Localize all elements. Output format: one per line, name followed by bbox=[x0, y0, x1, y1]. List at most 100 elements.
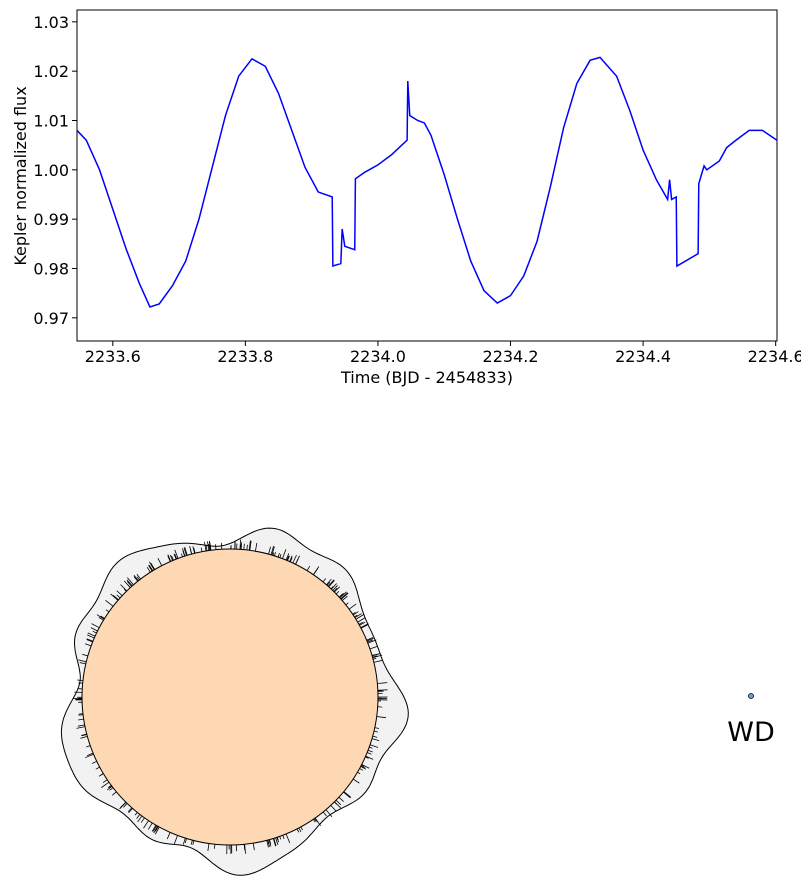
x-tick-label: 2234.4 bbox=[615, 347, 671, 366]
surface-tick bbox=[272, 552, 275, 556]
surface-tick bbox=[357, 771, 361, 775]
surface-tick bbox=[359, 621, 366, 626]
surface-tick bbox=[340, 592, 348, 600]
surface-tick bbox=[367, 752, 372, 755]
surface-tick bbox=[266, 840, 269, 848]
surface-tick bbox=[81, 734, 87, 737]
surface-tick bbox=[372, 654, 383, 659]
surface-tick bbox=[354, 614, 358, 618]
surface-tick bbox=[136, 814, 141, 819]
surface-tick bbox=[271, 546, 275, 556]
surface-tick bbox=[101, 781, 110, 788]
surface-tick bbox=[248, 540, 251, 551]
surface-tick bbox=[100, 773, 104, 776]
surface-tick bbox=[355, 614, 365, 620]
surface-tick bbox=[285, 833, 291, 844]
surface-tick bbox=[207, 541, 210, 551]
surface-tick bbox=[109, 787, 114, 791]
surface-tick bbox=[127, 577, 134, 586]
surface-tick bbox=[246, 544, 248, 551]
surface-tick bbox=[215, 544, 217, 550]
surface-tick bbox=[367, 749, 373, 753]
surface-tick bbox=[367, 639, 373, 643]
surface-tick bbox=[182, 837, 186, 845]
surface-tick bbox=[111, 791, 117, 796]
surface-tick bbox=[348, 603, 357, 610]
surface-tick bbox=[243, 844, 246, 851]
x-tick-label: 2234.6 bbox=[748, 347, 801, 366]
surface-tick bbox=[330, 586, 334, 590]
binary-diagram bbox=[60, 527, 409, 876]
surface-tick bbox=[173, 553, 177, 560]
surface-tick bbox=[148, 564, 153, 572]
surface-tick bbox=[123, 803, 128, 808]
surface-tick bbox=[274, 552, 276, 556]
surface-tick bbox=[181, 553, 183, 557]
surface-tick bbox=[373, 730, 378, 733]
surface-tick bbox=[341, 595, 348, 601]
y-tick-label: 1.01 bbox=[33, 111, 69, 130]
x-tick-label: 2233.6 bbox=[85, 347, 141, 366]
surface-tick bbox=[92, 630, 97, 634]
y-tick-label: 1.03 bbox=[33, 13, 69, 32]
surface-tick bbox=[126, 579, 133, 587]
surface-tick bbox=[376, 716, 386, 719]
surface-tick bbox=[148, 564, 154, 571]
surface-tick bbox=[136, 574, 141, 580]
surface-tick bbox=[326, 578, 332, 586]
surface-tick bbox=[354, 613, 362, 619]
surface-tick bbox=[171, 555, 174, 561]
wd-label: WD bbox=[727, 717, 775, 748]
surface-tick bbox=[360, 624, 369, 629]
surface-tick bbox=[107, 785, 112, 788]
surface-tick bbox=[133, 574, 139, 582]
surface-tick bbox=[157, 558, 163, 566]
surface-tick bbox=[276, 837, 279, 841]
surface-tick bbox=[369, 744, 379, 748]
surface-tick bbox=[116, 594, 121, 599]
surface-tick bbox=[91, 760, 97, 764]
surface-tick bbox=[289, 557, 293, 562]
surface-tick bbox=[339, 591, 347, 599]
surface-tick bbox=[189, 546, 193, 555]
surface-tick bbox=[205, 544, 208, 551]
surface-tick bbox=[255, 542, 258, 552]
surface-tick bbox=[345, 602, 349, 606]
surface-tick bbox=[105, 609, 110, 613]
surface-tick bbox=[277, 552, 280, 558]
surface-tick bbox=[133, 576, 139, 582]
surface-tick bbox=[372, 655, 378, 658]
surface-tick bbox=[279, 836, 282, 840]
surface-tick bbox=[116, 590, 123, 596]
surface-tick bbox=[286, 555, 290, 561]
surface-tick bbox=[273, 838, 277, 846]
surface-tick bbox=[166, 832, 171, 840]
surface-tick bbox=[85, 753, 94, 759]
star bbox=[81, 548, 379, 846]
surface-tick bbox=[296, 828, 300, 833]
surface-tick bbox=[200, 547, 203, 552]
surface-tick bbox=[313, 568, 319, 575]
surface-tick bbox=[76, 726, 86, 729]
surface-tick bbox=[289, 555, 293, 562]
surface-tick bbox=[369, 645, 378, 650]
x-axis-label: Time (BJD - 2454833) bbox=[340, 368, 513, 387]
surface-tick bbox=[306, 565, 311, 571]
surface-tick bbox=[128, 808, 133, 814]
surface-tick bbox=[285, 553, 290, 561]
surface-tick bbox=[361, 764, 365, 767]
surface-tick bbox=[84, 643, 92, 647]
surface-tick bbox=[239, 539, 241, 550]
surface-tick bbox=[374, 727, 379, 729]
surface-tick bbox=[167, 554, 172, 562]
surface-tick bbox=[86, 638, 94, 642]
surface-tick bbox=[371, 654, 376, 656]
surface-tick bbox=[343, 791, 352, 798]
surface-tick bbox=[208, 541, 211, 551]
surface-tick bbox=[268, 546, 271, 555]
surface-tick bbox=[327, 579, 335, 587]
surface-tick bbox=[182, 550, 185, 557]
surface-tick bbox=[343, 791, 351, 799]
surface-tick bbox=[313, 818, 317, 822]
